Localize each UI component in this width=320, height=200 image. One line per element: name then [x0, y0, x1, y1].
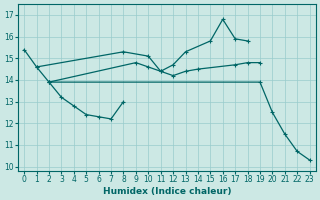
X-axis label: Humidex (Indice chaleur): Humidex (Indice chaleur)	[103, 187, 231, 196]
